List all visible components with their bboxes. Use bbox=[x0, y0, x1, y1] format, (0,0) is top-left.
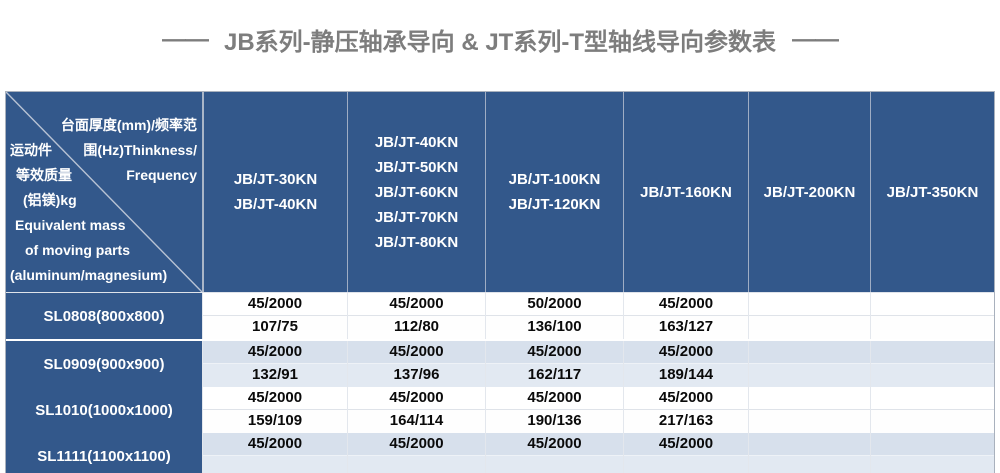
data-cell-empty bbox=[748, 433, 870, 473]
page-title-row: —— JB系列-静压轴承导向 & JT系列-T型轴线导向参数表 —— bbox=[0, 22, 1000, 57]
data-cell-empty bbox=[748, 387, 870, 433]
title-dash-right: —— bbox=[792, 25, 839, 53]
column-header-200kn: JB/JT-200KN bbox=[748, 92, 870, 292]
data-cell: 45/2000 190/136 bbox=[485, 387, 623, 433]
data-cell-empty bbox=[870, 293, 994, 339]
diagonal-divider bbox=[6, 92, 202, 292]
table-row-sl0808: SL0808(800x800) 45/2000 107/75 45/2000 1… bbox=[6, 293, 994, 339]
data-cell: 45/2000 bbox=[347, 433, 485, 473]
data-cell-empty bbox=[870, 341, 994, 387]
data-cell: 50/2000 136/100 bbox=[485, 293, 623, 339]
corner-axis-label-left: 运动件 等效质量 (铝镁)kg Equivalent mass of movin… bbox=[10, 142, 168, 283]
data-cell-empty bbox=[870, 387, 994, 433]
data-cell: 45/2000 162/117 bbox=[485, 341, 623, 387]
parameter-table: 台面厚度(mm)/频率范 围(Hz)Thinkness/ Frequency 运… bbox=[5, 91, 995, 473]
data-cell-empty bbox=[870, 433, 994, 473]
corner-axis-label-top: 台面厚度(mm)/频率范 围(Hz)Thinkness/ Frequency bbox=[60, 117, 197, 183]
table-header-row: 台面厚度(mm)/频率范 围(Hz)Thinkness/ Frequency 运… bbox=[6, 92, 994, 293]
title-dash-left: —— bbox=[162, 25, 209, 53]
page-title: JB系列-静压轴承导向 & JT系列-T型轴线导向参数表 bbox=[224, 29, 776, 56]
data-cell: 45/2000 bbox=[485, 433, 623, 473]
row-label: SL1010(1000x1000) bbox=[6, 387, 202, 433]
table-row-sl1010: SL1010(1000x1000) 45/2000 159/109 45/200… bbox=[6, 385, 994, 433]
data-cell-empty bbox=[748, 341, 870, 387]
data-cell: 45/2000 217/163 bbox=[623, 387, 748, 433]
column-header-40-80kn: JB/JT-40KN JB/JT-50KN JB/JT-60KN JB/JT-7… bbox=[347, 92, 485, 292]
data-cell: 45/2000 137/96 bbox=[347, 341, 485, 387]
row-label: SL0909(900x900) bbox=[6, 341, 202, 387]
row-label: SL0808(800x800) bbox=[6, 293, 202, 339]
column-header-350kn: JB/JT-350KN bbox=[870, 92, 994, 292]
data-cell: 45/2000 bbox=[623, 433, 748, 473]
data-cell: 45/2000 112/80 bbox=[347, 293, 485, 339]
data-cell: 45/2000 163/127 bbox=[623, 293, 748, 339]
data-cell-empty bbox=[748, 293, 870, 339]
data-cell: 45/2000 164/114 bbox=[347, 387, 485, 433]
column-header-100-120kn: JB/JT-100KN JB/JT-120KN bbox=[485, 92, 623, 292]
column-header-160kn: JB/JT-160KN bbox=[623, 92, 748, 292]
table-row-sl1111: SL1111(1100x1100) 45/2000 45/2000 45/200… bbox=[6, 431, 994, 473]
corner-header-cell: 台面厚度(mm)/频率范 围(Hz)Thinkness/ Frequency 运… bbox=[6, 92, 202, 292]
column-header-30-40kn: JB/JT-30KN JB/JT-40KN bbox=[202, 92, 347, 292]
data-cell: 45/2000 159/109 bbox=[202, 387, 347, 433]
table-row-sl0909: SL0909(900x900) 45/2000 132/91 45/2000 1… bbox=[6, 339, 994, 387]
data-cell: 45/2000 189/144 bbox=[623, 341, 748, 387]
row-label: SL1111(1100x1100) bbox=[6, 433, 202, 473]
data-cell: 45/2000 bbox=[202, 433, 347, 473]
data-cell: 45/2000 107/75 bbox=[202, 293, 347, 339]
data-cell: 45/2000 132/91 bbox=[202, 341, 347, 387]
